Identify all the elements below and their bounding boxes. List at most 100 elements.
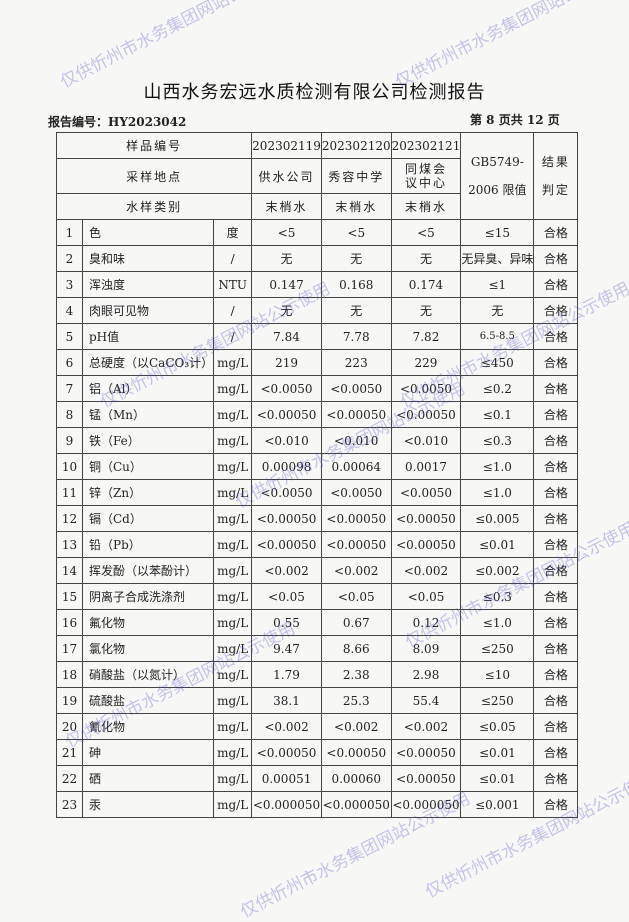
unit: mg/L [213, 713, 253, 740]
value-sample-2: <0.010 [320, 427, 392, 454]
value-sample-1: <0.010 [251, 427, 322, 454]
item-number: 22 [56, 765, 83, 792]
item-name: pH值 [81, 323, 215, 350]
value-sample-2: 25.3 [320, 687, 392, 714]
limit: ≤0.001 [460, 791, 535, 818]
item-name: 肉眼可见物 [81, 297, 215, 324]
item-name: 砷 [81, 739, 215, 766]
sample-no: 202302121 [390, 132, 462, 159]
limit: ≤1 [460, 271, 535, 298]
location-label: 采样地点 [55, 158, 253, 194]
item-name: 氯化物 [81, 635, 215, 662]
table-row: 8 锰（Mn） mg/L <0.00050 <0.00050 <0.00050 ≤0.1 合格 [56, 401, 579, 428]
item-number: 17 [56, 635, 83, 662]
limit: ≤1.0 [460, 453, 535, 480]
result: 合格 [533, 401, 579, 428]
value-sample-3: 无 [390, 245, 462, 272]
result: 合格 [533, 609, 579, 636]
table-row: 10 铜（Cu） mg/L 0.00098 0.00064 0.0017 ≤1.0 合格 [56, 453, 579, 480]
value-sample-1: <0.002 [251, 557, 322, 584]
table-row: 2 臭和味 / 无无无无异臭、异味 合格 [56, 245, 579, 272]
table-row: 19 硫酸盐 mg/L 38.1 25.3 55.4 ≤250 合格 [56, 687, 579, 714]
item-number: 11 [56, 479, 83, 506]
limit: ≤1.0 [460, 479, 535, 506]
value-sample-1: <0.00050 [251, 401, 322, 428]
value-sample-1: 0.147 [251, 271, 322, 298]
unit: mg/L [213, 583, 253, 610]
limit: ≤450 [460, 349, 535, 376]
value-sample-1: 9.47 [251, 635, 322, 662]
item-number: 7 [56, 375, 83, 402]
limit: ≤250 [460, 635, 535, 662]
value-sample-1: <0.002 [251, 713, 322, 740]
limit: ≤0.3 [460, 427, 535, 454]
item-number: 19 [56, 687, 83, 714]
value-sample-3: <0.05 [390, 583, 462, 610]
value-sample-3: <0.002 [390, 713, 462, 740]
item-name: 臭和味 [81, 245, 215, 272]
limit: ≤0.01 [460, 531, 535, 558]
value-sample-1: 0.00051 [251, 765, 322, 792]
page-info: 第 8 页共 12 页 [470, 113, 560, 127]
value-sample-2: <0.0050 [320, 479, 392, 506]
value-sample-1: 38.1 [251, 687, 322, 714]
unit: 度 [213, 219, 253, 246]
value-sample-2: 无 [320, 297, 392, 324]
value-sample-3: 0.12 [390, 609, 462, 636]
value-sample-1: <0.0050 [251, 375, 322, 402]
item-name: 硝酸盐（以氮计） [81, 661, 215, 688]
limit-header: GB5749-2006 限值 [460, 132, 535, 220]
value-sample-3: <0.0050 [390, 375, 462, 402]
table-row: 1 色度 <5 <5 <5 ≤15 合格 [56, 219, 579, 246]
limit: ≤0.05 [460, 713, 535, 740]
item-name: 铁（Fe） [81, 427, 215, 454]
header-row-type: 水样类别 末梢水 末梢水 末梢水 [55, 193, 578, 220]
value-sample-3: <0.000050 [390, 791, 462, 818]
item-name: 浑浊度 [81, 271, 215, 298]
table-row: 13 铅（Pb） mg/L <0.00050 <0.00050 <0.00050 ≤0.01… [56, 531, 579, 558]
item-number: 4 [56, 297, 83, 324]
value-sample-2: 0.168 [320, 271, 392, 298]
result: 合格 [533, 713, 579, 740]
item-name: 氟化物 [81, 609, 215, 636]
result: 合格 [533, 765, 579, 792]
item-number: 16 [56, 609, 83, 636]
value-sample-3: 8.09 [390, 635, 462, 662]
sample-location: 同煤会议中心 [390, 158, 462, 194]
value-sample-1: 1.79 [251, 661, 322, 688]
value-sample-3: <0.010 [390, 427, 462, 454]
unit: mg/L [213, 765, 253, 792]
value-sample-1: 0.00098 [251, 453, 322, 480]
limit: ≤0.2 [460, 375, 535, 402]
result: 合格 [533, 505, 579, 532]
sample-no-label: 样品编号 [55, 132, 253, 159]
item-name: 总硬度（以CaCO₃计） [81, 349, 215, 376]
item-number: 23 [56, 791, 83, 818]
item-name: 铝（Al） [81, 375, 215, 402]
sample-type: 末梢水 [320, 193, 392, 220]
item-number: 12 [56, 505, 83, 532]
value-sample-3: <0.0050 [390, 479, 462, 506]
item-name: 硒 [81, 765, 215, 792]
table-row: 12 镉（Cd） mg/L <0.00050 <0.00050 <0.00050 ≤0.00… [56, 505, 579, 532]
result: 合格 [533, 219, 579, 246]
value-sample-1: <0.05 [251, 583, 322, 610]
result: 合格 [533, 245, 579, 272]
limit: ≤10 [460, 661, 535, 688]
table-row: 16 氟化物 mg/L 0.55 0.67 0.12 ≤1.0 合格 [56, 609, 579, 636]
unit: mg/L [213, 531, 253, 558]
item-number: 1 [56, 219, 83, 246]
result: 合格 [533, 557, 579, 584]
table-row: 4 肉眼可见物 / 无无无无合格 [56, 297, 579, 324]
item-number: 20 [56, 713, 83, 740]
limit: ≤0.01 [460, 739, 535, 766]
item-number: 2 [56, 245, 83, 272]
result: 合格 [533, 583, 579, 610]
limit: 6.5-8.5 [460, 323, 535, 350]
value-sample-2: <0.002 [320, 713, 392, 740]
value-sample-2: 7.78 [320, 323, 392, 350]
value-sample-1: <0.000050 [251, 791, 322, 818]
value-sample-2: <0.00050 [320, 739, 392, 766]
value-sample-2: 8.66 [320, 635, 392, 662]
unit: / [213, 297, 253, 324]
